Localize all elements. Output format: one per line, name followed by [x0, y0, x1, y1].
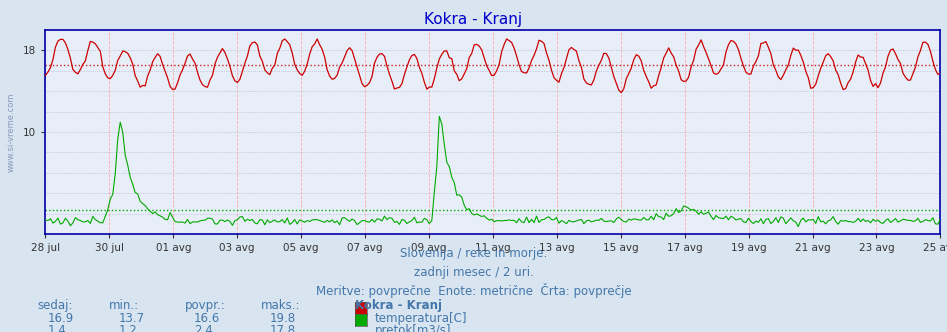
Text: sedaj:: sedaj:	[38, 299, 73, 312]
Text: zadnji mesec / 2 uri.: zadnji mesec / 2 uri.	[414, 266, 533, 279]
Text: 16.9: 16.9	[47, 312, 74, 325]
Text: 17.8: 17.8	[270, 324, 296, 332]
Text: 16.6: 16.6	[194, 312, 221, 325]
Text: 2.4: 2.4	[194, 324, 213, 332]
Text: Meritve: povprečne  Enote: metrične  Črta: povprečje: Meritve: povprečne Enote: metrične Črta:…	[315, 283, 632, 298]
Text: Kokra - Kranj: Kokra - Kranj	[355, 299, 442, 312]
Text: maks.:: maks.:	[260, 299, 300, 312]
Text: 13.7: 13.7	[118, 312, 145, 325]
Text: www.si-vreme.com: www.si-vreme.com	[7, 92, 16, 172]
Text: Slovenija / reke in morje.: Slovenija / reke in morje.	[400, 247, 547, 260]
Text: Kokra - Kranj: Kokra - Kranj	[424, 12, 523, 27]
Text: povpr.:: povpr.:	[185, 299, 225, 312]
Text: 1.4: 1.4	[47, 324, 66, 332]
Text: min.:: min.:	[109, 299, 139, 312]
Text: 19.8: 19.8	[270, 312, 296, 325]
Text: pretok[m3/s]: pretok[m3/s]	[375, 324, 452, 332]
Text: 1.2: 1.2	[118, 324, 137, 332]
Text: temperatura[C]: temperatura[C]	[375, 312, 468, 325]
